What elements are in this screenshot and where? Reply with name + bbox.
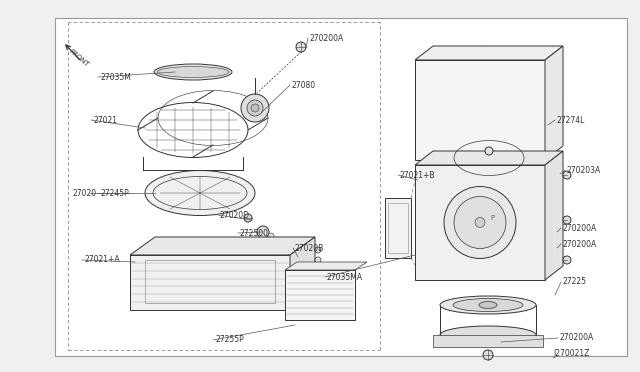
Text: FRONT: FRONT — [68, 48, 90, 68]
Polygon shape — [290, 237, 315, 310]
Circle shape — [257, 226, 269, 238]
Text: P: P — [490, 215, 494, 221]
Bar — [55, 18, 627, 356]
Text: 272500: 272500 — [240, 228, 269, 237]
Bar — [300, 267, 318, 289]
Text: 27020B: 27020B — [295, 244, 324, 253]
Polygon shape — [285, 262, 367, 270]
Bar — [385, 198, 411, 258]
Bar — [415, 165, 545, 280]
Text: J270021Z: J270021Z — [554, 349, 590, 357]
Text: 27035MA: 27035MA — [327, 273, 363, 282]
Text: 270200A: 270200A — [560, 334, 595, 343]
Ellipse shape — [145, 170, 255, 215]
Ellipse shape — [454, 196, 506, 248]
Circle shape — [315, 257, 321, 263]
Text: 27035M: 27035M — [100, 73, 131, 81]
Polygon shape — [545, 46, 563, 160]
Circle shape — [563, 256, 571, 264]
Bar — [130, 255, 290, 310]
Circle shape — [244, 214, 252, 222]
Text: 27021+B: 27021+B — [400, 170, 435, 180]
Polygon shape — [130, 237, 315, 255]
Circle shape — [485, 147, 493, 155]
Ellipse shape — [157, 67, 229, 77]
Text: 27020D: 27020D — [220, 211, 250, 219]
Text: 270203A: 270203A — [567, 166, 601, 174]
Text: 27274L: 27274L — [557, 115, 586, 125]
Polygon shape — [415, 151, 563, 165]
Circle shape — [268, 233, 274, 239]
Polygon shape — [545, 151, 563, 280]
Text: 27080: 27080 — [292, 80, 316, 90]
Bar — [145, 260, 275, 303]
Text: 27245P: 27245P — [100, 189, 129, 198]
Ellipse shape — [479, 301, 497, 308]
Ellipse shape — [440, 326, 536, 344]
Text: 27020: 27020 — [72, 189, 96, 198]
Text: 27021: 27021 — [93, 115, 117, 125]
Text: 27225: 27225 — [563, 278, 587, 286]
Circle shape — [247, 100, 263, 116]
Text: 270200A: 270200A — [563, 224, 597, 232]
Circle shape — [296, 42, 306, 52]
Circle shape — [563, 171, 571, 179]
Polygon shape — [415, 46, 563, 60]
Bar — [285, 270, 355, 320]
Ellipse shape — [154, 64, 232, 80]
Circle shape — [475, 218, 485, 228]
Circle shape — [563, 216, 571, 224]
Text: 27021+A: 27021+A — [84, 256, 120, 264]
Bar — [415, 60, 545, 160]
Ellipse shape — [453, 298, 523, 311]
Ellipse shape — [444, 186, 516, 259]
Text: 27255P: 27255P — [215, 336, 244, 344]
Text: 270200A: 270200A — [310, 33, 344, 42]
Circle shape — [241, 94, 269, 122]
Text: 270200A: 270200A — [563, 240, 597, 248]
Circle shape — [483, 350, 493, 360]
Circle shape — [315, 247, 321, 253]
Polygon shape — [433, 335, 543, 347]
Ellipse shape — [440, 296, 536, 314]
Circle shape — [251, 104, 259, 112]
Bar — [388, 203, 408, 253]
